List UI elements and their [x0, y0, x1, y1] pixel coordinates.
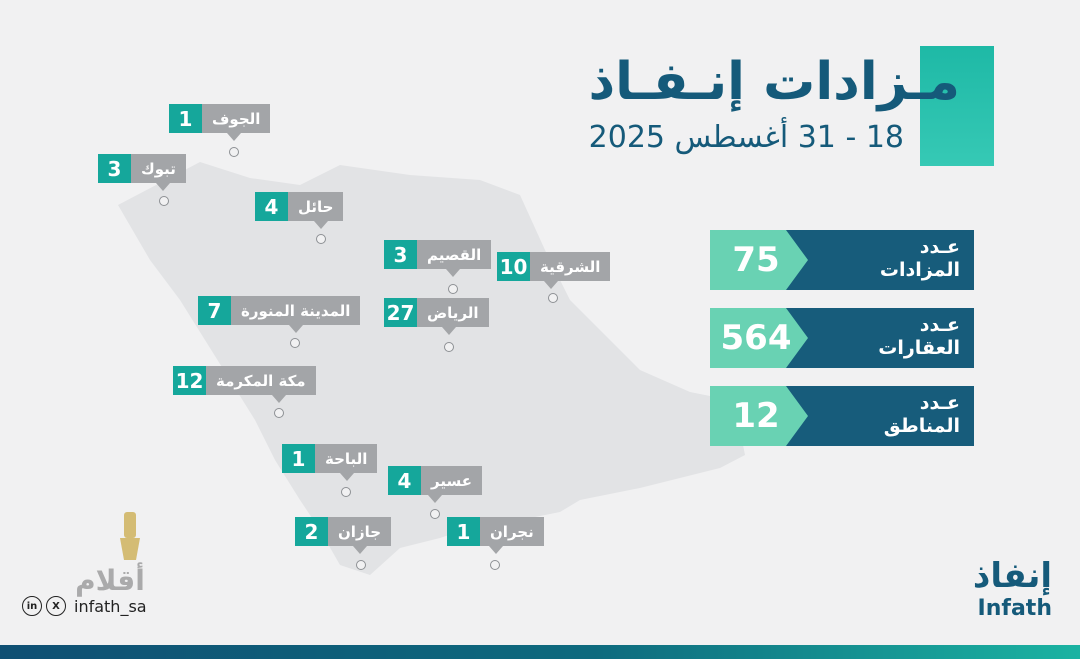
page-subtitle: 18 - 31 أغسطس 2025: [588, 120, 904, 155]
region-count: 1: [169, 104, 202, 133]
region-count: 1: [282, 444, 315, 473]
social-links: in X infath_sa: [22, 596, 147, 616]
region-label-najran: 1 نجران: [447, 517, 544, 554]
linkedin-icon[interactable]: in: [22, 596, 42, 616]
region-count: 3: [98, 154, 131, 183]
region-label-eastern: 10 الشرقية: [497, 252, 611, 289]
watermark-logo: أقلام: [75, 512, 145, 597]
region-pin: [290, 338, 300, 348]
region-count: 3: [384, 240, 417, 269]
region-count: 12: [173, 366, 206, 395]
region-pin: [444, 342, 454, 352]
stat-label-line1: عـدد: [919, 314, 960, 336]
region-pin: [341, 487, 351, 497]
stat-label-line1: عـدد: [919, 236, 960, 258]
stat-properties: 564 عـدد العقارات: [710, 308, 974, 368]
region-label-jazan: 2 جازان: [295, 517, 392, 554]
social-handle[interactable]: infath_sa: [74, 596, 147, 616]
x-icon[interactable]: X: [46, 596, 66, 616]
region-count: 4: [388, 466, 421, 495]
stat-label: عـدد المناطق: [786, 386, 974, 446]
region-name: حائل: [288, 192, 344, 221]
stat-label: عـدد المزادات: [786, 230, 974, 290]
title-accent-bar: [920, 46, 994, 166]
region-count: 10: [497, 252, 530, 281]
brand-logo-english: Infath: [977, 596, 1052, 621]
region-name: الرياض: [417, 298, 489, 327]
region-pin: [448, 284, 458, 294]
region-label-makkah: 12 مكة المكرمة: [173, 366, 316, 403]
region-label-tabuk: 3 تبوك: [98, 154, 186, 191]
region-label-madinah: 7 المدينة المنورة: [198, 296, 361, 333]
stat-label-line2: المزادات: [879, 259, 960, 281]
region-pin: [316, 234, 326, 244]
region-name: القصيم: [417, 240, 492, 269]
region-pin: [430, 509, 440, 519]
stat-label-line2: العقارات: [878, 337, 960, 359]
region-pin: [229, 147, 239, 157]
region-pin: [548, 293, 558, 303]
region-label-riyadh: 27 الرياض: [384, 298, 489, 335]
region-label-albaha: 1 الباحة: [282, 444, 378, 481]
region-name: المدينة المنورة: [231, 296, 361, 325]
region-count: 27: [384, 298, 417, 327]
page-title: مـزادات إنـفـاذ: [588, 52, 960, 112]
region-count: 4: [255, 192, 288, 221]
region-name: جازان: [328, 517, 392, 546]
watermark-text: أقلام: [75, 562, 145, 597]
stat-label: عـدد العقارات: [786, 308, 974, 368]
region-label-asir: 4 عسير: [388, 466, 482, 503]
region-label-qassim: 3 القصيم: [384, 240, 492, 277]
region-name: الشرقية: [530, 252, 611, 281]
stat-label-line1: عـدد: [919, 392, 960, 414]
region-pin: [356, 560, 366, 570]
stat-auctions: 75 عـدد المزادات: [710, 230, 974, 290]
region-label-aljouf: 1 الجوف: [169, 104, 271, 141]
region-name: الباحة: [315, 444, 378, 473]
region-pin: [159, 196, 169, 206]
region-name: مكة المكرمة: [206, 366, 316, 395]
region-pin: [274, 408, 284, 418]
region-count: 2: [295, 517, 328, 546]
region-name: نجران: [480, 517, 544, 546]
region-name: تبوك: [131, 154, 186, 183]
region-count: 7: [198, 296, 231, 325]
stat-label-line2: المناطق: [883, 415, 960, 437]
bottom-gradient-bar: [0, 645, 1080, 659]
region-name: الجوف: [202, 104, 271, 133]
region-pin: [490, 560, 500, 570]
brand-logo-arabic: إنفاذ: [972, 556, 1052, 596]
region-label-hail: 4 حائل: [255, 192, 344, 229]
region-name: عسير: [421, 466, 482, 495]
region-count: 1: [447, 517, 480, 546]
stat-regions: 12 عـدد المناطق: [710, 386, 974, 446]
